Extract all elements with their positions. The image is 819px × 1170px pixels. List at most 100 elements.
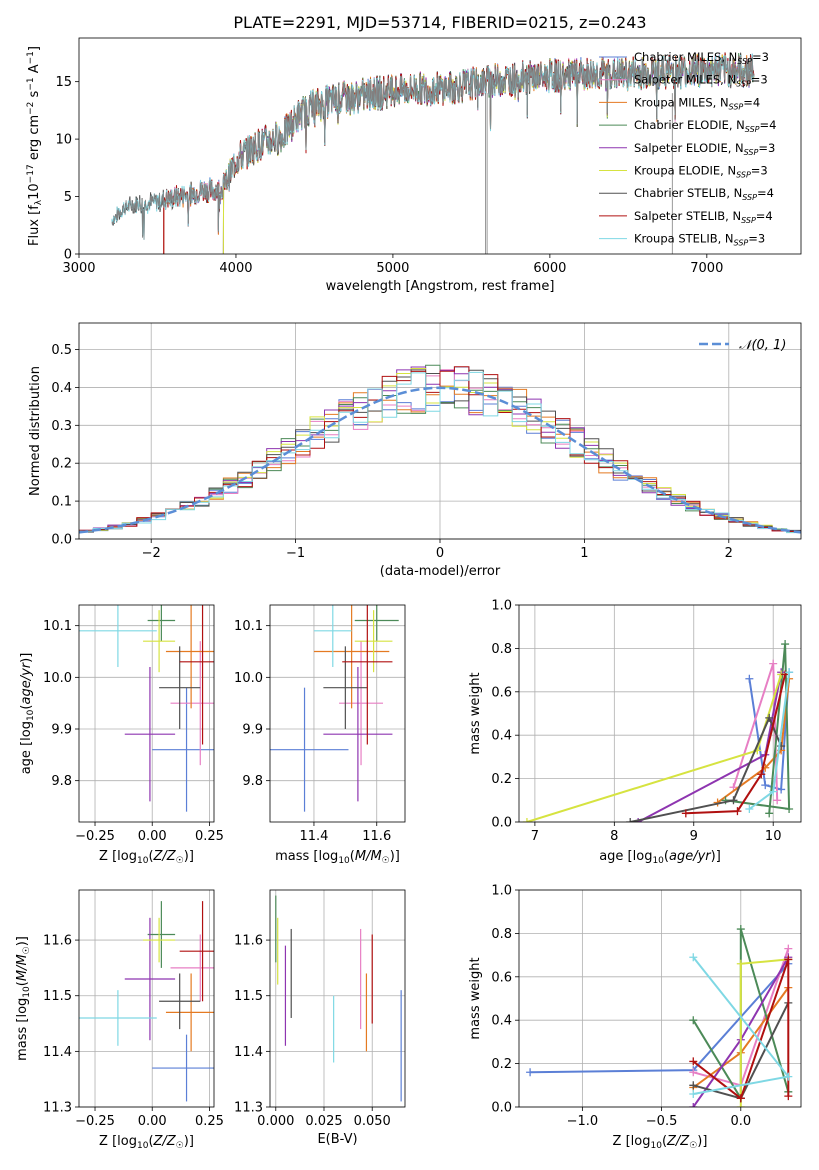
y-axis-label: Normed distribution [28,366,43,496]
y-tick-label: 9.9 [51,723,72,738]
y-tick-label: 0.6 [491,685,512,700]
axes-frame [518,889,802,1108]
plot-area [79,364,801,534]
weight-marker-chabrier_stelib [626,818,635,822]
weight-line-chabrier_miles [530,963,790,1074]
y-axis-label: mass weight [468,672,483,754]
x-tick-label: 0 [436,546,444,561]
x-tick-label: −0.5 [646,1114,678,1129]
axes-frame [269,889,406,1108]
chart-spectrum: 3000 4000 5000 6000 7000 0 5 10 15 wavelength [An… [26,37,802,294]
weight-marker-salpeter_elodie [689,1103,698,1107]
x-tick-label: 0.00 [138,1114,167,1129]
axes-frame [78,604,215,823]
weight-marker-kroupa_stelib [745,804,754,813]
y-axis-label: mass [log10(M/M☉)] [15,936,32,1061]
x-tick-label: 3000 [62,261,95,276]
weight-marker-salpeter_stelib [681,809,690,818]
y-tick-label: 11.5 [234,989,263,1004]
plot-area [522,640,794,822]
weight-marker-kroupa_elodie [522,818,531,822]
x-tick-label: 0.25 [195,1114,224,1129]
chart-mass_vs_Z: −0.25 0.00 0.25 11.3 11.4 11.5 11.6 Z [log10(Z/… [15,889,224,1151]
weight-marker-salpeter_miles [784,944,793,953]
x-tick-label: 4000 [219,261,252,276]
weight-marker-salpeter_stelib [784,955,793,964]
weight-line-chabrier_stelib [629,715,783,822]
x-tick-label: 0.0 [730,1114,751,1129]
weight-marker-chabrier_elodie [736,925,745,934]
x-tick-label: −1.0 [567,1114,599,1129]
y-tick-label: 0.4 [491,729,512,744]
weight-marker-chabrier_stelib [689,1081,698,1090]
x-axis-label: wavelength [Angstrom, rest frame] [326,279,555,294]
y-tick-label: 0.0 [51,533,72,548]
x-tick-label: 2 [725,546,733,561]
x-tick-label: 0.000 [257,1114,294,1129]
y-tick-label: 0.4 [51,381,72,396]
x-axis-label: age [log10(age/yr)] [599,849,721,866]
weight-line-kroupa_miles [717,678,791,804]
x-tick-label: 7 [531,829,539,844]
y-tick-label: 11.6 [43,934,72,949]
x-axis-label: E(B-V) [317,1132,357,1147]
legend-label-kroupa_miles: Kroupa MILES, NSSP=4 [634,95,760,111]
weight-marker-salpeter_stelib [757,770,766,779]
y-tick-label: 0.2 [491,772,512,787]
weight-marker-chabrier_miles [761,781,770,790]
x-axis-label: mass [log10(M/M☉)] [275,849,400,866]
axes-frame [269,604,406,823]
weight-marker-chabrier_miles [745,674,754,683]
weight-marker-salpeter_stelib [689,1057,698,1066]
y-tick-label: 0.8 [491,642,512,657]
legend-label-kroupa_elodie: Kroupa ELODIE, NSSP=3 [634,164,768,180]
y-tick-label: 0.0 [491,1101,512,1116]
x-axis-label: Z [log10(Z/Z☉)] [99,1134,194,1151]
y-tick-label: 9.8 [51,774,72,789]
y-tick-label: 0.3 [51,419,72,434]
y-tick-label: 9.8 [242,774,263,789]
y-tick-label: 15 [55,75,72,90]
x-tick-label: 5000 [376,261,409,276]
y-tick-label: 11.4 [234,1045,263,1060]
weight-line-salpeter_stelib [692,959,790,1100]
x-tick-label: 11.6 [362,829,391,844]
chart-mass_vs_ebv: 0.000 0.025 0.050 11.3 11.4 11.5 11.6 E(B-V) [234,889,406,1147]
weight-marker-salpeter_stelib [736,1094,745,1103]
weight-marker-salpeter_miles [689,1068,698,1077]
x-axis-label: Z [log10(Z/Z☉)] [613,1134,708,1151]
weight-line-salpeter_stelib [685,674,787,815]
legend-label-salpeter_stelib: Salpeter STELIB, NSSP=4 [634,209,773,225]
axes-frame [78,37,802,255]
x-tick-label: 0.25 [195,829,224,844]
weight-marker-salpeter_stelib [733,807,742,816]
legend-label-kroupa_stelib: Kroupa STELIB, NSSP=3 [634,232,765,248]
plot-area [79,605,214,812]
weight-line-kroupa_elodie [526,674,783,822]
x-tick-label: 0.025 [305,1114,342,1129]
x-tick-label: −1 [286,546,305,561]
y-tick-label: 10.1 [234,619,263,634]
weight-marker-kroupa_elodie [736,1103,745,1107]
plot-area [111,52,755,254]
x-tick-label: 8 [610,829,618,844]
plot-area [79,901,214,1102]
y-axis-label: age [log10(age/yr)] [19,653,36,775]
chart-age_vs_Z: −0.25 0.00 0.25 9.8 9.9 10.0 10.1 Z [log10(Z/Z☉… [19,604,224,866]
x-tick-label: 0.050 [354,1114,391,1129]
chart-residuals: −2 −1 0 1 2 0.0 0.1 0.2 0.3 0.4 0.5 (data-model)/er… [28,322,802,579]
plot-area [270,605,399,812]
x-tick-label: 7000 [690,261,723,276]
y-tick-label: 0.2 [51,457,72,472]
x-tick-label: 6000 [533,261,566,276]
weight-marker-kroupa_stelib [785,668,794,677]
x-tick-label: −0.25 [75,829,115,844]
y-tick-label: 11.3 [234,1101,263,1116]
weight-marker-chabrier_miles [526,1068,535,1077]
y-tick-label: 0.0 [491,816,512,831]
normal-curve [79,386,801,534]
y-tick-label: 0.6 [491,970,512,985]
y-tick-label: 1.0 [491,599,512,614]
x-tick-label: −2 [142,546,161,561]
